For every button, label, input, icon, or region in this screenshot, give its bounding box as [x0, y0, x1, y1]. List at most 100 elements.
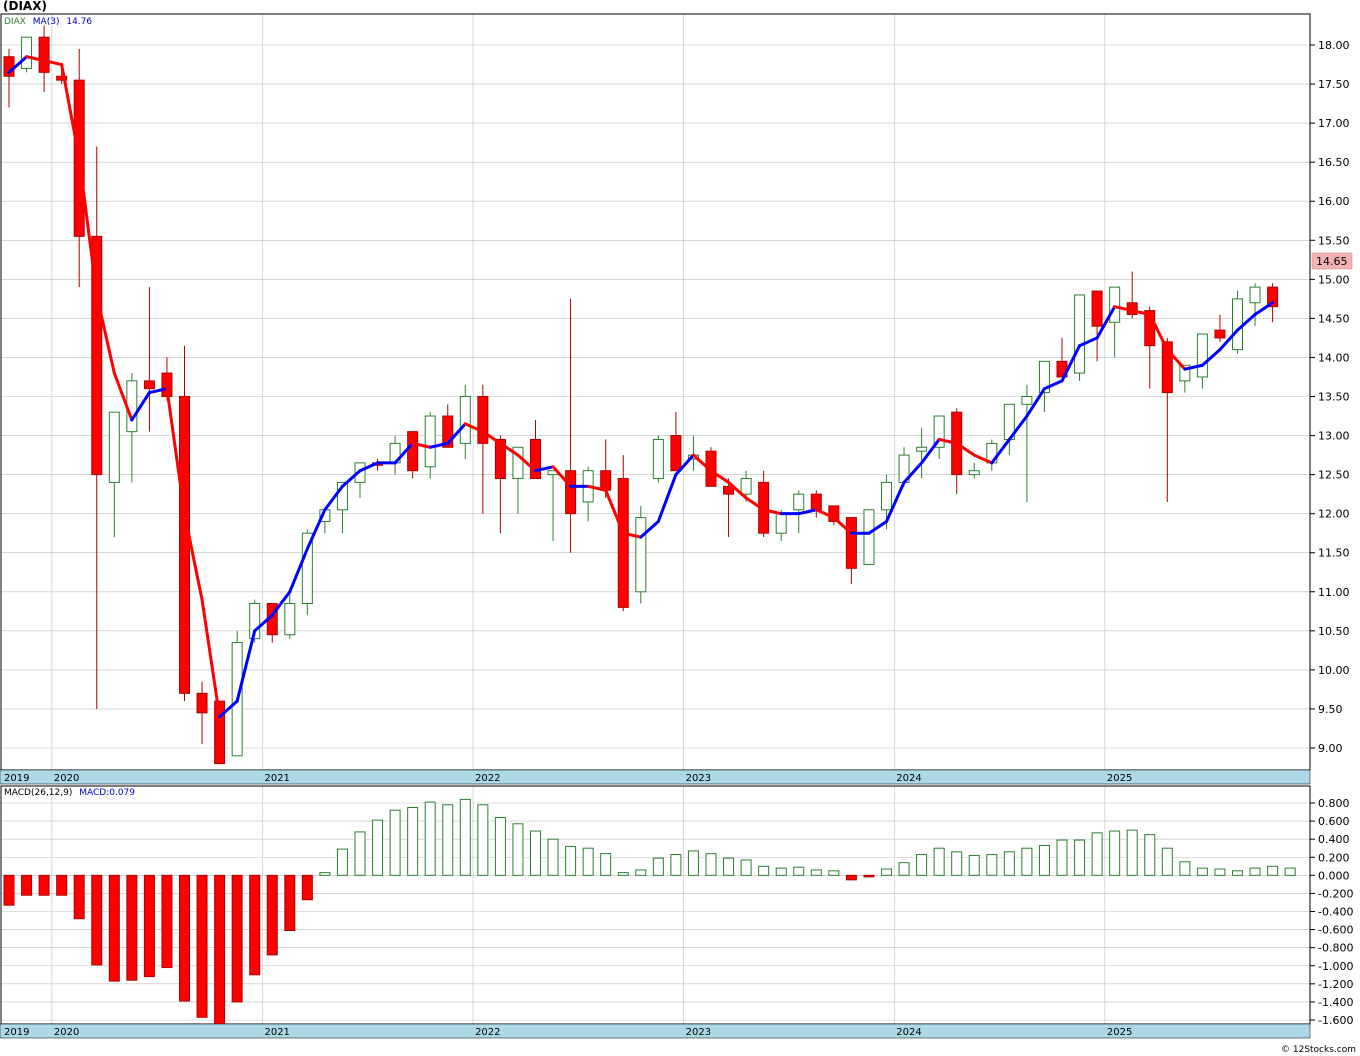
ma-segment: [691, 453, 713, 473]
macd-bar-positive: [986, 854, 998, 876]
candle-down: [143, 380, 155, 390]
candle-down: [530, 438, 541, 480]
ma-segment: [885, 480, 906, 523]
ma-segment: [428, 441, 450, 449]
ma-segment: [1148, 312, 1169, 352]
candle-down: [1161, 341, 1173, 394]
ma-segment: [1025, 387, 1046, 418]
price-y-axis: 18.00 17.50 17.00 16.50 16.00 15.50 15.00 14.50…: [1310, 39, 1350, 755]
macd-tick-label: -1.200: [1318, 978, 1353, 991]
ma-segment: [60, 63, 81, 160]
ma-segment: [77, 156, 99, 297]
macd-bar-positive: [810, 869, 822, 876]
macd-y-axis: 0.800 0.600 0.400 0.200 0.000 -0.200 -0.400 -0.…: [1310, 797, 1353, 1027]
year-label: 2024: [896, 773, 921, 784]
ma-segment: [1007, 414, 1029, 441]
ma-segment: [1218, 328, 1239, 352]
macd-bar-negative: [179, 874, 190, 1002]
macd-bar-positive: [652, 857, 664, 876]
macd-bar-positive: [1214, 868, 1226, 876]
price-date-axis-band: [0, 769, 1311, 785]
macd-date-axis-band: [0, 1023, 1311, 1039]
candle-up: [968, 470, 980, 476]
ma-segment: [130, 391, 151, 422]
ma-segment: [1130, 309, 1152, 316]
price-panel: 18.00 17.50 17.00 16.50 16.00 15.50 15.00 14.50…: [0, 13, 1353, 785]
ma-segment: [305, 508, 327, 551]
macd-bar-positive: [1056, 839, 1068, 876]
ma-segment: [832, 516, 853, 535]
ma-segment: [709, 469, 731, 484]
ma-segment: [446, 422, 467, 445]
price-tick-label: 17.50: [1318, 78, 1350, 91]
macd-bar-negative: [249, 874, 261, 976]
price-tick-label: 18.00: [1318, 39, 1350, 52]
candle-up: [863, 509, 875, 565]
macd-bar-positive: [1267, 865, 1279, 876]
macd-bar-positive: [372, 819, 384, 876]
macd-legend: MACD(26,12,9) MACD:0.079: [4, 788, 135, 798]
macd-tick-label: -0.400: [1318, 906, 1353, 919]
macd-bar-positive: [1003, 851, 1015, 876]
macd-bar-positive: [1284, 867, 1296, 876]
year-label: 2019: [4, 1027, 29, 1038]
year-label: 2022: [475, 1027, 500, 1038]
price-tick-label: 12.00: [1318, 508, 1350, 521]
macd-tick-label: -0.200: [1318, 887, 1353, 900]
candle-down: [214, 700, 226, 765]
ma-segment: [656, 473, 678, 523]
macd-bar-positive: [389, 809, 401, 876]
macd-bar-positive: [1091, 832, 1103, 876]
ma-segment: [183, 512, 204, 602]
candle-down: [723, 485, 735, 495]
ma-segment: [727, 480, 748, 500]
macd-tick-label: -1.400: [1318, 996, 1353, 1009]
macd-bar-positive: [1074, 839, 1086, 876]
macd-tick-label: -1.600: [1318, 1014, 1353, 1027]
candle-down: [828, 505, 840, 522]
ma-segment: [972, 453, 994, 465]
macd-bar-positive: [407, 807, 419, 876]
price-tick-label: 13.50: [1318, 391, 1350, 404]
watermark: © 12Stocks.com: [1281, 1045, 1356, 1055]
macd-bar-negative: [266, 874, 278, 956]
macd-bar-positive: [336, 848, 348, 876]
ma-segment: [200, 598, 222, 719]
ma-segment: [1200, 348, 1222, 367]
ma-segment: [218, 699, 239, 719]
ma-segment: [955, 441, 976, 457]
candle-up: [249, 602, 261, 640]
macd-bar-positive: [933, 847, 945, 876]
year-label: 2023: [686, 773, 711, 784]
ma-segment: [358, 461, 380, 473]
candle-up: [21, 36, 33, 69]
macd-bar-negative: [91, 874, 103, 966]
candle-up: [775, 513, 787, 534]
ma-segment: [1042, 379, 1064, 391]
candle-down: [1091, 290, 1103, 327]
year-label: 2022: [475, 773, 500, 784]
candle-up: [1232, 298, 1243, 351]
macd-tick-label: -0.600: [1318, 924, 1353, 937]
macd-bar-negative: [108, 874, 120, 982]
macd-bar-positive: [687, 850, 699, 876]
macd-bar-positive: [775, 867, 787, 876]
macd-tick-label: -0.800: [1318, 942, 1353, 955]
macd-bar-positive: [547, 838, 559, 876]
ma-segment: [744, 496, 766, 512]
macd-bar-positive: [723, 857, 735, 876]
candle-down: [1144, 310, 1156, 347]
price-tick-label: 9.00: [1318, 742, 1343, 755]
macd-bar-negative: [161, 874, 173, 969]
price-tick-label: 17.00: [1318, 117, 1350, 130]
ma-segment: [1060, 344, 1082, 383]
ma-segment: [25, 55, 46, 63]
macd-bar-negative: [284, 874, 296, 931]
macd-bar-positive: [740, 859, 752, 876]
ma-segment: [867, 519, 888, 535]
candle-up: [1021, 396, 1033, 405]
macd-bar-negative: [143, 874, 155, 978]
year-label: 2025: [1107, 1027, 1132, 1038]
macd-bar-positive: [600, 853, 612, 876]
